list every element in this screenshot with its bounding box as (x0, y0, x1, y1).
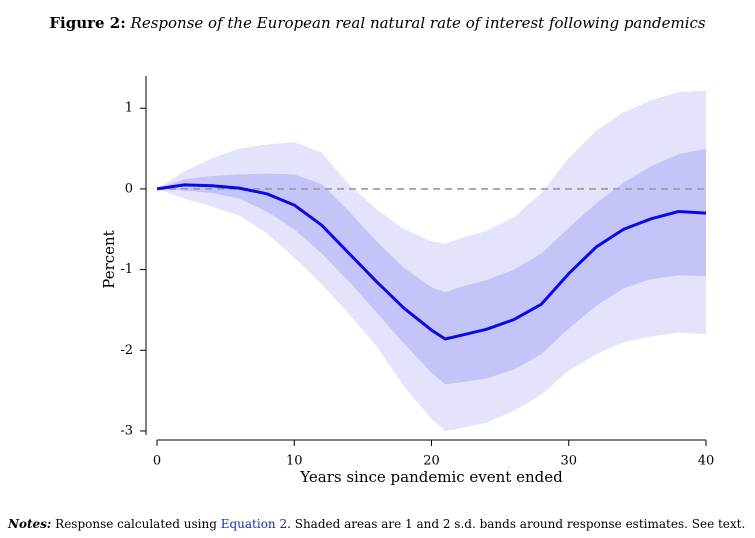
line-chart: 10-1-2-3 0 10 20 30 40 Years since pandemic … (100, 76, 714, 486)
x-tick-label: 40 (698, 454, 715, 469)
y-tick-label: -1 (120, 262, 133, 277)
response-line (156, 183, 707, 341)
y-tick-label: -2 (120, 343, 133, 358)
band-inner (157, 148, 706, 385)
y-ticks: 1 0 -1 -2 -3 (120, 101, 146, 438)
x-tick-label: 10 (286, 454, 303, 469)
x-axis-label: Years since pandemic event ended (299, 468, 563, 486)
y-tick-label: 0 (125, 181, 133, 196)
x-tick-label: 20 (423, 454, 440, 469)
x-tick-label: 0 (153, 454, 161, 469)
y-tick-label: 1 (125, 101, 133, 116)
notes-text-before: Response calculated using (55, 517, 221, 531)
notes-label: Notes: (8, 517, 52, 531)
figure-title-text: Response of the European real natural ra… (130, 14, 706, 32)
figure-notes: Notes: Response calculated using Equatio… (8, 517, 745, 531)
x-tick-label: 30 (560, 454, 577, 469)
equation-link[interactable]: Equation 2 (220, 517, 288, 531)
figure-title: Figure 2: Response of the European real … (0, 14, 755, 32)
y-axis-label: Percent (100, 230, 118, 288)
notes-text-after: . Shaded areas are 1 and 2 s.d. bands ar… (287, 517, 746, 531)
y-tick-label: -3 (120, 423, 133, 438)
figure-label: Figure 2: (49, 14, 126, 32)
x-ticks: 0 10 20 30 40 (153, 440, 714, 469)
band-1sd (157, 148, 706, 385)
